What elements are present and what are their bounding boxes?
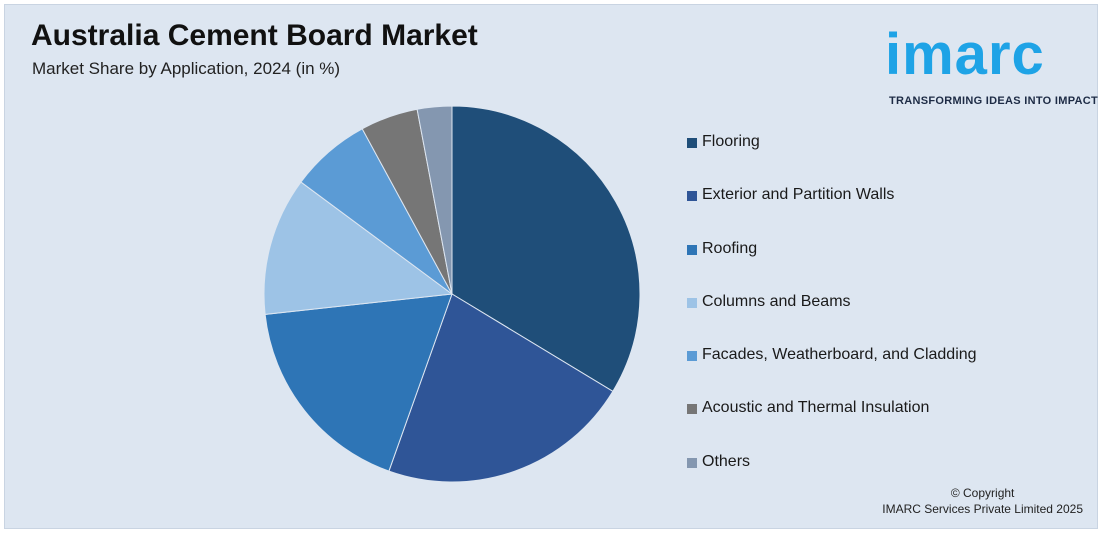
legend-swatch	[687, 297, 697, 308]
legend-swatch	[687, 191, 697, 202]
chart-subtitle: Market Share by Application, 2024 (in %)	[32, 59, 341, 78]
legend-label: Flooring	[702, 133, 760, 150]
legend-label: Others	[702, 452, 751, 470]
legend-swatch	[687, 138, 697, 148]
copyright-line: © Copyright	[950, 486, 1015, 500]
legend-item: Columns and Beams	[687, 293, 977, 346]
legend-label: Exterior and Partition Walls	[702, 186, 895, 204]
chart-title: Australia Cement Board Market	[31, 19, 478, 52]
legend-swatch	[687, 351, 697, 362]
logo-wordmark: imarc	[885, 22, 1045, 87]
legend-swatch	[687, 244, 697, 255]
imarc-logo: imarc TRANSFORMING IDEAS INTO IMPACT	[885, 15, 1099, 110]
pie-slice-others	[416, 105, 453, 295]
copyright-note: © Copyright IMARC Services Private Limit…	[882, 485, 1083, 517]
pie-chart	[263, 105, 641, 483]
legend-item: Roofing	[687, 240, 977, 293]
legend-item: Facades, Weatherboard, and Cladding	[687, 346, 977, 399]
pie-slice-columns-and-beams	[263, 181, 454, 315]
pie-slice-roofing	[264, 293, 453, 472]
copyright-company: IMARC Services Private Limited 2025	[882, 502, 1083, 516]
chart-legend: Flooring Exterior and Partition Walls Roof…	[687, 133, 977, 506]
legend-label: Facades, Weatherboard, and Cladding	[702, 346, 977, 364]
legend-swatch	[687, 457, 697, 468]
legend-swatch	[687, 404, 697, 415]
legend-item: Flooring	[687, 133, 977, 186]
logo-tagline: TRANSFORMING IDEAS INTO IMPACT	[889, 95, 1099, 107]
legend-label: Acoustic and Thermal Insulation	[702, 399, 930, 417]
pie-slice-flooring	[451, 105, 641, 393]
legend-item: Others	[687, 453, 977, 506]
legend-item: Acoustic and Thermal Insulation	[687, 399, 977, 452]
legend-label: Columns and Beams	[702, 292, 851, 310]
legend-item: Exterior and Partition Walls	[687, 186, 977, 239]
chart-card: Australia Cement Board Market Market Sha…	[4, 4, 1098, 529]
pie-slice-exterior-and-partition-walls	[388, 293, 614, 483]
legend-label: Roofing	[702, 239, 758, 257]
